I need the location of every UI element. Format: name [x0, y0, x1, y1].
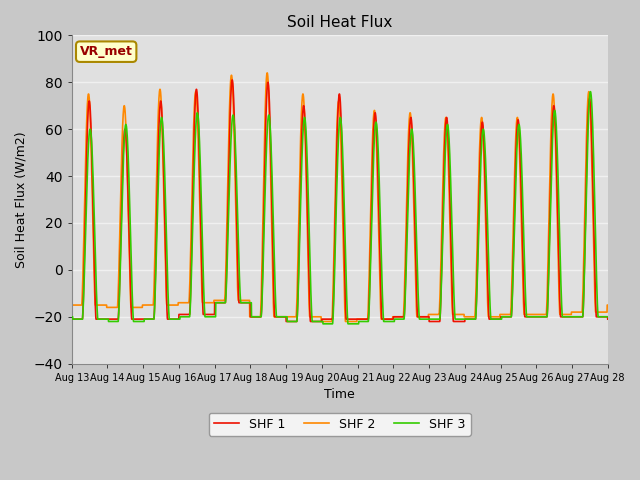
SHF 2 — [264, 70, 271, 76]
SHF 3 — [129, 308, 137, 314]
Line: SHF 1: SHF 1 — [72, 80, 608, 322]
Text: VR_met: VR_met — [80, 45, 132, 58]
SHF 3 — [536, 314, 543, 320]
SHF 3 — [297, 204, 305, 210]
SHF 2 — [297, 134, 305, 140]
Y-axis label: Soil Heat Flux (W/m2): Soil Heat Flux (W/m2) — [15, 131, 28, 268]
SHF 3 — [604, 314, 612, 320]
SHF 1 — [129, 316, 137, 322]
SHF 3 — [68, 314, 76, 320]
SHF 2 — [161, 233, 168, 239]
SHF 1 — [68, 316, 76, 322]
SHF 3 — [273, 314, 281, 320]
SHF 2 — [317, 319, 325, 324]
SHF 1 — [594, 314, 602, 320]
SHF 2 — [536, 312, 543, 317]
SHF 1 — [604, 316, 612, 322]
SHF 1 — [273, 314, 281, 320]
SHF 3 — [594, 306, 602, 312]
SHF 2 — [68, 302, 76, 308]
SHF 3 — [161, 169, 168, 175]
SHF 3 — [319, 321, 327, 327]
Legend: SHF 1, SHF 2, SHF 3: SHF 1, SHF 2, SHF 3 — [209, 413, 470, 436]
SHF 1 — [161, 213, 168, 218]
SHF 1 — [228, 77, 236, 83]
SHF 2 — [129, 304, 137, 310]
SHF 1 — [536, 314, 543, 320]
SHF 1 — [282, 319, 290, 324]
X-axis label: Time: Time — [324, 388, 355, 401]
SHF 2 — [594, 309, 602, 315]
Line: SHF 2: SHF 2 — [72, 73, 608, 322]
SHF 2 — [604, 302, 612, 308]
SHF 2 — [273, 314, 281, 320]
SHF 1 — [297, 164, 305, 170]
Line: SHF 3: SHF 3 — [72, 92, 608, 324]
Title: Soil Heat Flux: Soil Heat Flux — [287, 15, 392, 30]
SHF 3 — [587, 89, 595, 95]
